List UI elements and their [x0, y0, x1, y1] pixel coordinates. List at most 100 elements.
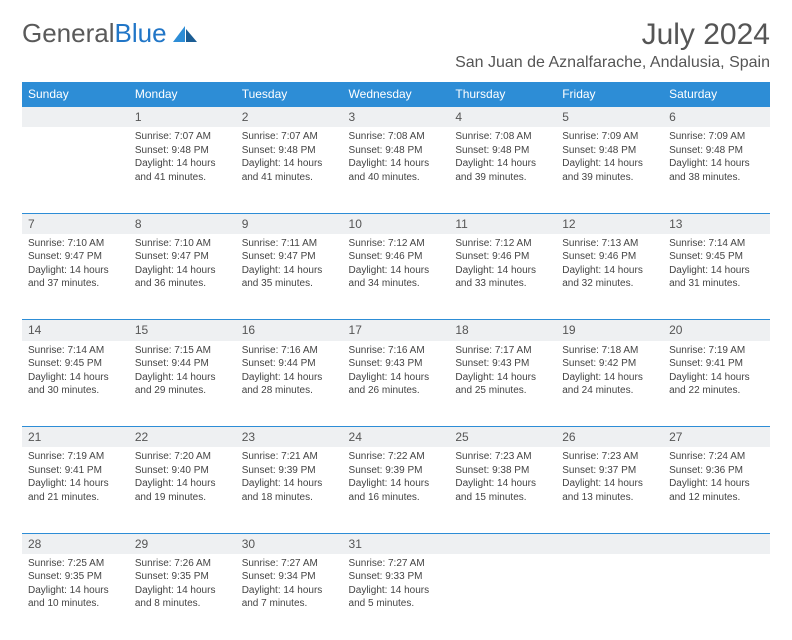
sunrise: Sunrise: 7:24 AM	[669, 450, 764, 464]
day-cell-body: Sunrise: 7:14 AMSunset: 9:45 PMDaylight:…	[22, 341, 129, 404]
day-cell: Sunrise: 7:23 AMSunset: 9:37 PMDaylight:…	[556, 447, 663, 533]
sunset: Sunset: 9:45 PM	[28, 357, 123, 371]
sunrise: Sunrise: 7:12 AM	[349, 237, 444, 251]
sunset: Sunset: 9:38 PM	[455, 464, 550, 478]
sunrise: Sunrise: 7:22 AM	[349, 450, 444, 464]
day-cell-body: Sunrise: 7:11 AMSunset: 9:47 PMDaylight:…	[236, 234, 343, 297]
daylight: Daylight: 14 hours and 16 minutes.	[349, 477, 444, 504]
daylight: Daylight: 14 hours and 30 minutes.	[28, 371, 123, 398]
daylight: Daylight: 14 hours and 33 minutes.	[455, 264, 550, 291]
day-number: 23	[236, 427, 343, 447]
day-number: 28	[22, 534, 129, 554]
day-cell-body: Sunrise: 7:08 AMSunset: 9:48 PMDaylight:…	[449, 127, 556, 190]
daylight: Daylight: 14 hours and 38 minutes.	[669, 157, 764, 184]
sunrise: Sunrise: 7:23 AM	[562, 450, 657, 464]
sunset: Sunset: 9:47 PM	[135, 250, 230, 264]
sunset: Sunset: 9:48 PM	[135, 144, 230, 158]
sunset: Sunset: 9:47 PM	[242, 250, 337, 264]
daynum-cell: 16	[236, 320, 343, 341]
sunset: Sunset: 9:34 PM	[242, 570, 337, 584]
calendar-table: SundayMondayTuesdayWednesdayThursdayFrid…	[22, 82, 770, 640]
sunset: Sunset: 9:46 PM	[455, 250, 550, 264]
day-cell: Sunrise: 7:16 AMSunset: 9:44 PMDaylight:…	[236, 341, 343, 427]
day-header: Sunday	[22, 82, 129, 107]
day-cell: Sunrise: 7:26 AMSunset: 9:35 PMDaylight:…	[129, 554, 236, 640]
daynum-cell: 22	[129, 427, 236, 448]
daynum-cell: 21	[22, 427, 129, 448]
logo-part2: Blue	[115, 18, 167, 48]
day-cell-body: Sunrise: 7:27 AMSunset: 9:34 PMDaylight:…	[236, 554, 343, 617]
sunset: Sunset: 9:33 PM	[349, 570, 444, 584]
day-cell: Sunrise: 7:20 AMSunset: 9:40 PMDaylight:…	[129, 447, 236, 533]
day-cell: Sunrise: 7:22 AMSunset: 9:39 PMDaylight:…	[343, 447, 450, 533]
day-cell: Sunrise: 7:19 AMSunset: 9:41 PMDaylight:…	[22, 447, 129, 533]
sunrise: Sunrise: 7:16 AM	[242, 344, 337, 358]
day-cell-body: Sunrise: 7:15 AMSunset: 9:44 PMDaylight:…	[129, 341, 236, 404]
daynum-row: 14151617181920	[22, 320, 770, 341]
day-cell-body: Sunrise: 7:27 AMSunset: 9:33 PMDaylight:…	[343, 554, 450, 617]
day-cell: Sunrise: 7:27 AMSunset: 9:33 PMDaylight:…	[343, 554, 450, 640]
day-number: 1	[129, 107, 236, 127]
day-number: 6	[663, 107, 770, 127]
daynum-row: 21222324252627	[22, 427, 770, 448]
daylight: Daylight: 14 hours and 41 minutes.	[242, 157, 337, 184]
sunset: Sunset: 9:48 PM	[349, 144, 444, 158]
sunset: Sunset: 9:48 PM	[455, 144, 550, 158]
sunrise: Sunrise: 7:08 AM	[455, 130, 550, 144]
day-cell-body: Sunrise: 7:09 AMSunset: 9:48 PMDaylight:…	[556, 127, 663, 190]
daynum-cell: 19	[556, 320, 663, 341]
title-block: July 2024 San Juan de Aznalfarache, Anda…	[455, 18, 770, 72]
sunrise: Sunrise: 7:08 AM	[349, 130, 444, 144]
day-header: Saturday	[663, 82, 770, 107]
sunrise: Sunrise: 7:11 AM	[242, 237, 337, 251]
day-number: 24	[343, 427, 450, 447]
daynum-cell	[22, 107, 129, 128]
day-number: 30	[236, 534, 343, 554]
daylight: Daylight: 14 hours and 7 minutes.	[242, 584, 337, 611]
sunset: Sunset: 9:46 PM	[349, 250, 444, 264]
day-number	[663, 534, 770, 538]
sunset: Sunset: 9:42 PM	[562, 357, 657, 371]
daylight: Daylight: 14 hours and 13 minutes.	[562, 477, 657, 504]
week-row: Sunrise: 7:25 AMSunset: 9:35 PMDaylight:…	[22, 554, 770, 640]
daynum-cell: 24	[343, 427, 450, 448]
sunset: Sunset: 9:48 PM	[242, 144, 337, 158]
logo-text: GeneralBlue	[22, 18, 167, 49]
daynum-cell: 26	[556, 427, 663, 448]
sunrise: Sunrise: 7:14 AM	[669, 237, 764, 251]
week-row: Sunrise: 7:14 AMSunset: 9:45 PMDaylight:…	[22, 341, 770, 427]
day-cell: Sunrise: 7:21 AMSunset: 9:39 PMDaylight:…	[236, 447, 343, 533]
sunrise: Sunrise: 7:13 AM	[562, 237, 657, 251]
daylight: Daylight: 14 hours and 8 minutes.	[135, 584, 230, 611]
daylight: Daylight: 14 hours and 15 minutes.	[455, 477, 550, 504]
sunset: Sunset: 9:35 PM	[135, 570, 230, 584]
sunset: Sunset: 9:39 PM	[242, 464, 337, 478]
week-row: Sunrise: 7:07 AMSunset: 9:48 PMDaylight:…	[22, 127, 770, 213]
sunrise: Sunrise: 7:19 AM	[28, 450, 123, 464]
day-cell: Sunrise: 7:13 AMSunset: 9:46 PMDaylight:…	[556, 234, 663, 320]
day-cell: Sunrise: 7:14 AMSunset: 9:45 PMDaylight:…	[663, 234, 770, 320]
day-cell: Sunrise: 7:17 AMSunset: 9:43 PMDaylight:…	[449, 341, 556, 427]
day-cell: Sunrise: 7:10 AMSunset: 9:47 PMDaylight:…	[22, 234, 129, 320]
daylight: Daylight: 14 hours and 31 minutes.	[669, 264, 764, 291]
day-cell-body: Sunrise: 7:25 AMSunset: 9:35 PMDaylight:…	[22, 554, 129, 617]
day-cell-body: Sunrise: 7:20 AMSunset: 9:40 PMDaylight:…	[129, 447, 236, 510]
sunset: Sunset: 9:48 PM	[562, 144, 657, 158]
daylight: Daylight: 14 hours and 19 minutes.	[135, 477, 230, 504]
day-cell: Sunrise: 7:09 AMSunset: 9:48 PMDaylight:…	[556, 127, 663, 213]
sunset: Sunset: 9:44 PM	[135, 357, 230, 371]
day-cell: Sunrise: 7:07 AMSunset: 9:48 PMDaylight:…	[236, 127, 343, 213]
day-number: 14	[22, 320, 129, 340]
day-cell-body: Sunrise: 7:10 AMSunset: 9:47 PMDaylight:…	[22, 234, 129, 297]
day-number: 11	[449, 214, 556, 234]
day-number: 9	[236, 214, 343, 234]
daylight: Daylight: 14 hours and 39 minutes.	[455, 157, 550, 184]
sunrise: Sunrise: 7:26 AM	[135, 557, 230, 571]
sunset: Sunset: 9:36 PM	[669, 464, 764, 478]
daynum-cell: 30	[236, 533, 343, 554]
day-cell: Sunrise: 7:16 AMSunset: 9:43 PMDaylight:…	[343, 341, 450, 427]
sunrise: Sunrise: 7:25 AM	[28, 557, 123, 571]
day-cell-body: Sunrise: 7:17 AMSunset: 9:43 PMDaylight:…	[449, 341, 556, 404]
day-cell-body: Sunrise: 7:10 AMSunset: 9:47 PMDaylight:…	[129, 234, 236, 297]
daynum-cell: 25	[449, 427, 556, 448]
